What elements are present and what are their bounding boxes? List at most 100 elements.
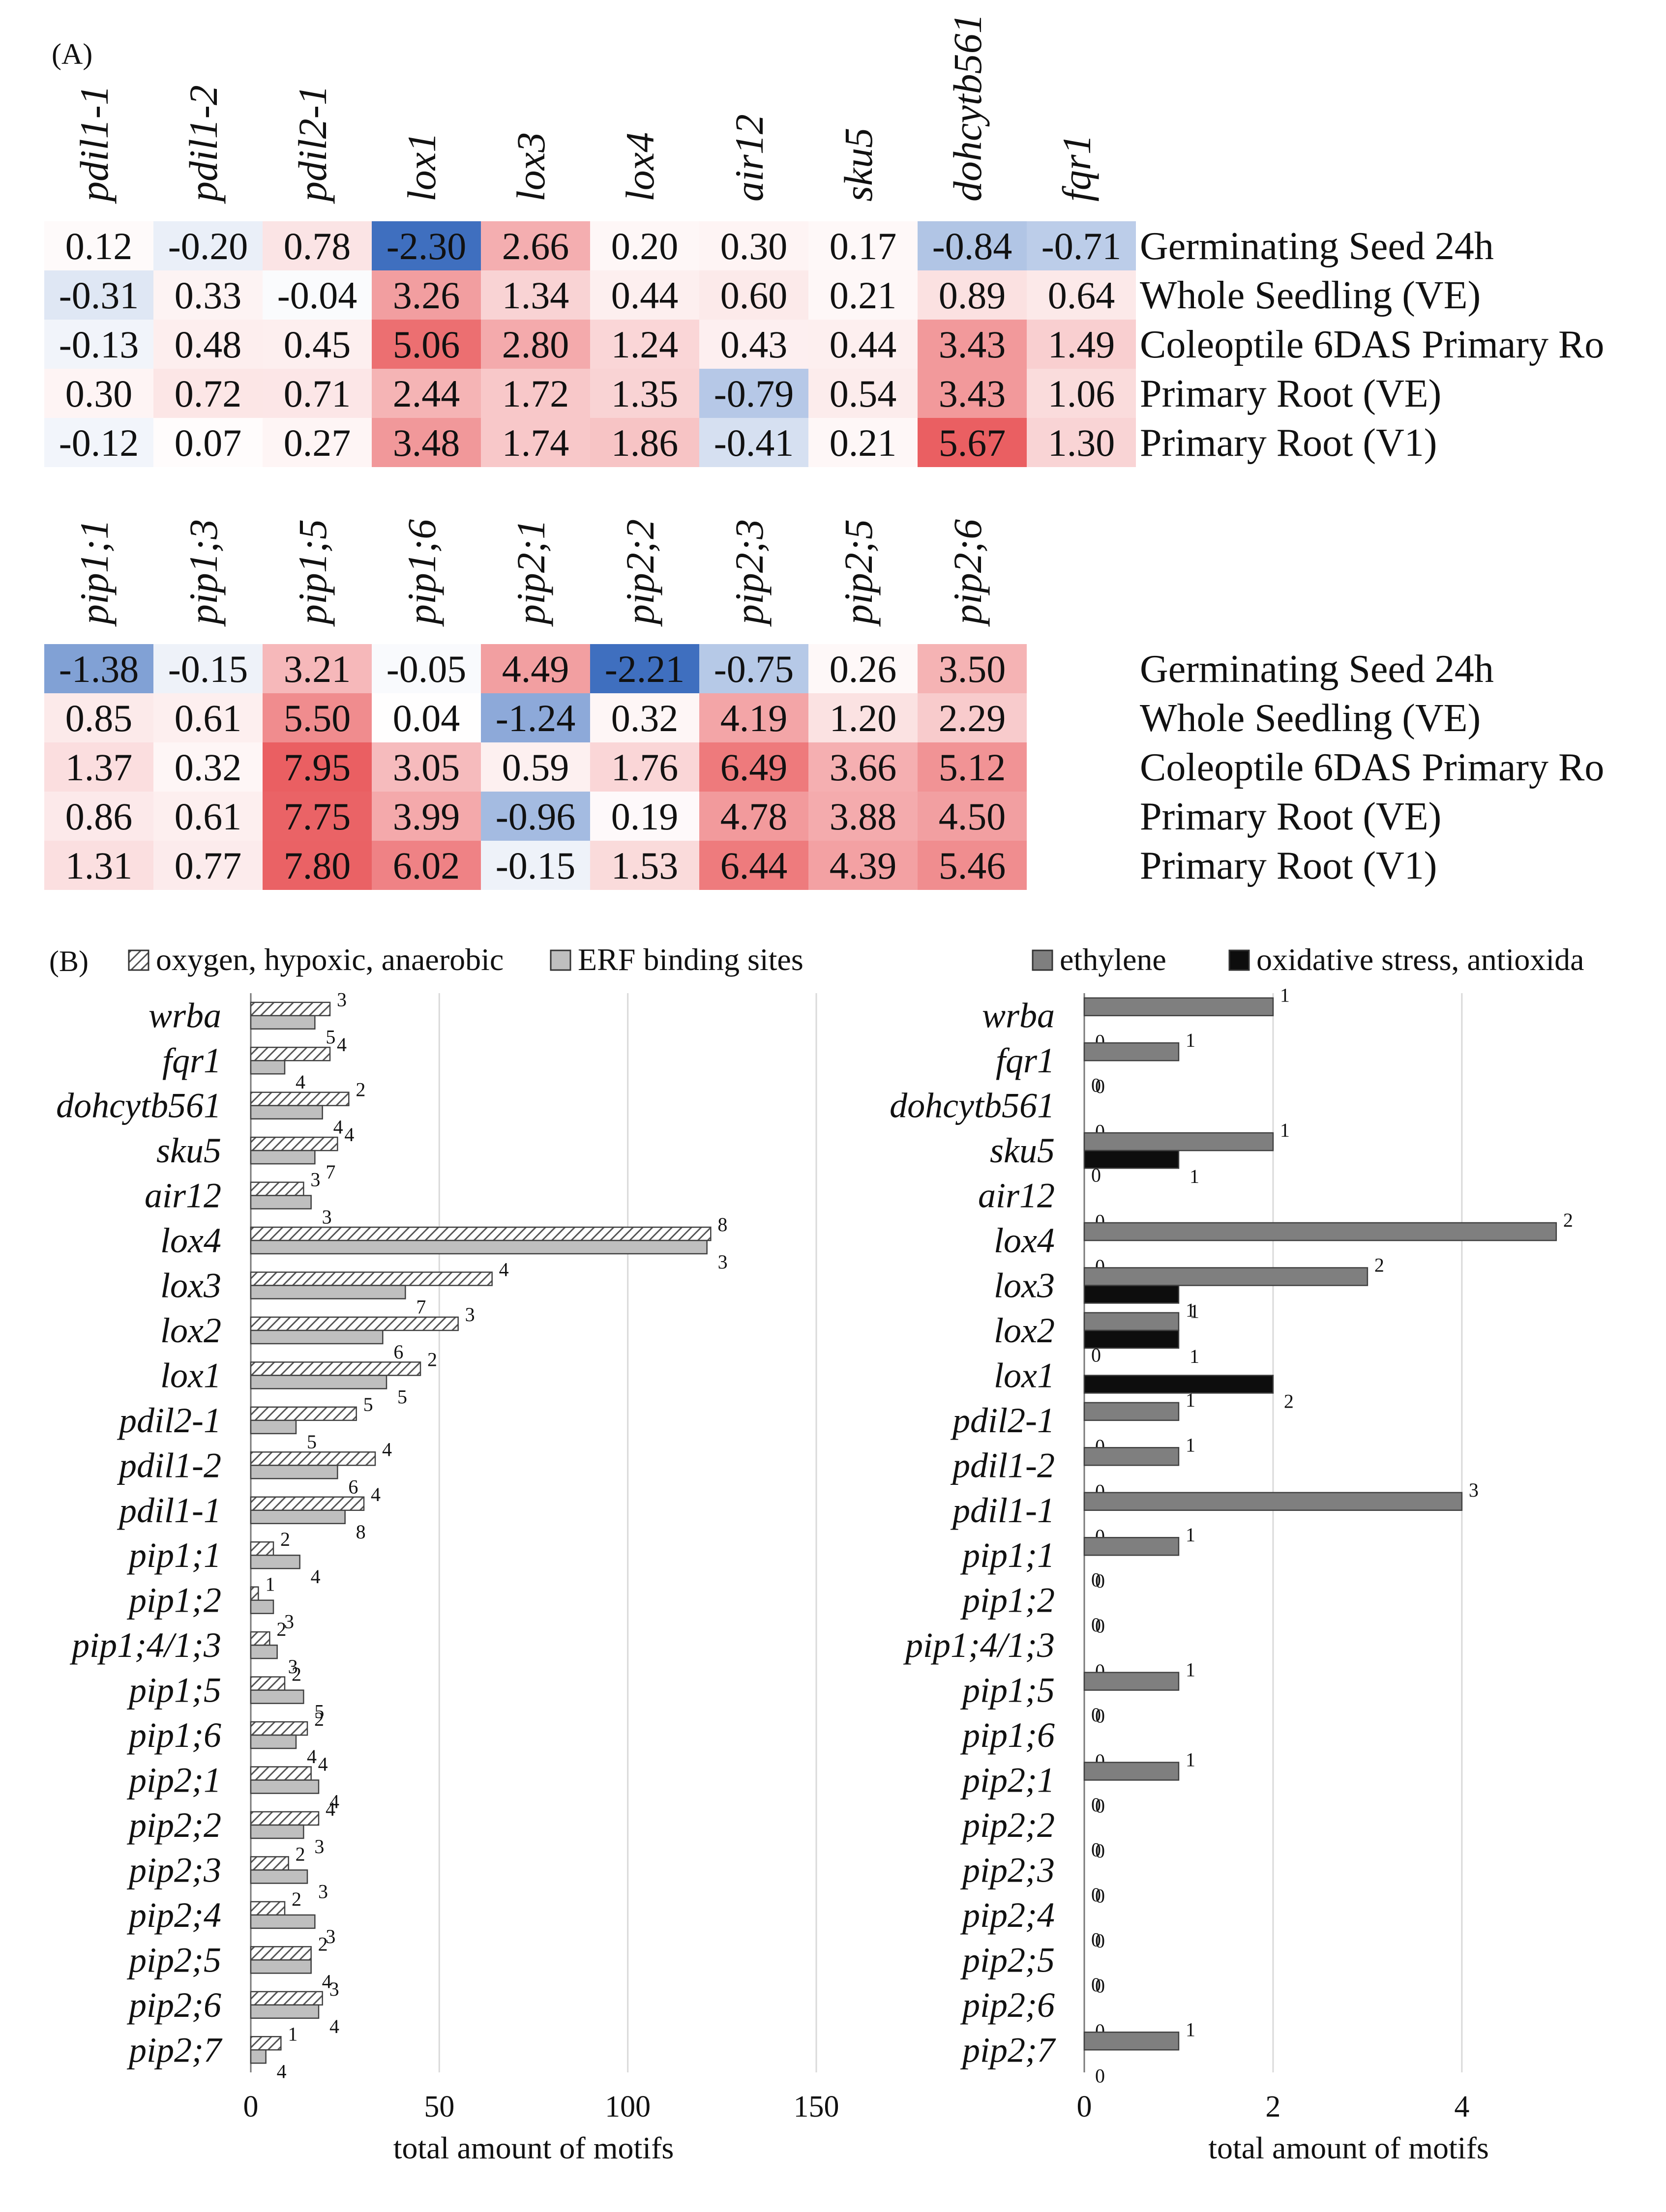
heatmap-cell	[263, 270, 372, 320]
bar-data-label: 0	[1095, 1795, 1105, 1817]
heatmap-cell-value: 0.17	[830, 225, 897, 267]
heatmap-cell	[808, 320, 918, 369]
bar-ethylene	[1083, 1222, 1557, 1241]
column-header-air12: air12	[727, 114, 772, 202]
bar-data-label: 4	[307, 1745, 317, 1768]
heatmap-cell	[808, 841, 918, 890]
heatmap-cell-value: 3.21	[284, 648, 351, 690]
bar-data-label: 2	[292, 1888, 301, 1910]
bar-data-label: 0	[1091, 1884, 1101, 1906]
heatmap-cell	[699, 270, 808, 320]
heatmap-cell	[263, 369, 372, 418]
bar-data-label: 4	[329, 1791, 339, 1813]
column-header-pdil1-1: pdil1-1	[72, 85, 117, 204]
heatmap-cell-value: 4.39	[830, 844, 897, 887]
heatmap-cell-value: 7.75	[284, 795, 351, 838]
heatmap-cell-value: 0.30	[65, 372, 133, 415]
bar-erf-binding-sites	[250, 1914, 316, 1929]
column-header-pip1-3: pip1;3	[181, 519, 226, 627]
bar-data-label: 0	[1091, 1164, 1101, 1186]
heatmap-cell-value: 3.43	[939, 323, 1006, 366]
heatmap-cell	[918, 841, 1027, 890]
heatmap-cell-value: -1.38	[59, 648, 139, 690]
bar-oxygen-hypoxic-anaerobic	[250, 1811, 320, 1826]
heatmap-cell-value: -0.71	[1041, 225, 1121, 267]
bar-data-label: 4	[382, 1438, 392, 1460]
heatmap-cell	[699, 742, 808, 792]
category-label-pip2-7: pip2;7	[126, 2030, 223, 2069]
heatmap-cell-value: -0.12	[59, 421, 139, 464]
heatmap-cell-value: 3.50	[939, 648, 1006, 690]
heatmap-cell-value: -1.24	[496, 697, 575, 739]
heatmap-cell	[263, 221, 372, 270]
bar-data-label: 4	[329, 2015, 339, 2037]
heatmap-cell-value: 0.54	[830, 372, 897, 415]
heatmap-cell	[481, 221, 590, 270]
heatmap-cell-value: -0.84	[932, 225, 1012, 267]
bar-data-label: 3	[1469, 1479, 1479, 1501]
category-label-pip1-1: pip1;1	[126, 1535, 221, 1575]
bar-data-label: 1	[1190, 1300, 1199, 1322]
bar-erf-binding-sites	[250, 2004, 320, 2019]
heatmap-cell	[481, 742, 590, 792]
heatmap-cell-value: 0.26	[830, 648, 897, 690]
bar-data-label: 1	[1186, 1524, 1195, 1546]
bar-data-label: 5	[363, 1393, 373, 1416]
category-label-fqr1: fqr1	[162, 1041, 221, 1080]
bar-data-label: 2	[292, 1663, 301, 1685]
bar-data-label: 8	[356, 1521, 366, 1543]
heatmap-cell	[44, 221, 153, 270]
bar-erf-binding-sites	[250, 1105, 323, 1120]
bar-oxygen-hypoxic-anaerobic	[250, 1002, 331, 1016]
bar-data-label: 4	[322, 1970, 332, 1992]
category-label-pip1-4-1-3: pip1;4/1;3	[69, 1625, 221, 1665]
heatmap-cell-value: 0.89	[939, 274, 1006, 317]
column-header-lox4: lox4	[618, 132, 662, 202]
heatmap-cell-value: 4.49	[502, 648, 569, 690]
bar-data-label: 2	[318, 1933, 328, 1955]
category-label-pip2-4: pip2;4	[126, 1895, 221, 1935]
bar-data-label: 4	[326, 1798, 335, 1820]
heatmap-aquaporins: pip1;1 pip1;3 pip1;5 pip1;6 pip2;1 pip2;2 pip2…	[44, 519, 1604, 890]
bar-data-label: 0	[1095, 1615, 1105, 1637]
x-tick-label: 4	[1454, 2090, 1469, 2124]
heatmap-cell	[153, 693, 263, 742]
category-label-pip2-6: pip2;6	[126, 1985, 221, 2025]
x-tick-label: 2	[1265, 2090, 1280, 2124]
category-label-lox2: lox2	[160, 1311, 221, 1350]
heatmap-cell	[481, 792, 590, 841]
row-label: Coleoptile 6DAS Primary Ro	[1140, 323, 1604, 366]
heatmap-cell	[372, 320, 481, 369]
bar-ethylene	[1083, 1402, 1180, 1421]
heatmap-cell-value: 0.32	[175, 746, 242, 789]
row-label: Primary Root (V1)	[1140, 421, 1437, 465]
category-label-lox1: lox1	[160, 1356, 221, 1395]
heatmap-cell-value: -2.30	[387, 225, 466, 267]
heatmap-cell	[44, 369, 153, 418]
bar-data-label: 1	[1190, 1345, 1199, 1367]
heatmap-cell	[699, 792, 808, 841]
category-label-pdil1-1: pdil1-1	[117, 1491, 221, 1530]
heatmap-cell-value: 7.80	[284, 844, 351, 887]
heatmap-cell	[699, 221, 808, 270]
heatmap-cell	[481, 693, 590, 742]
bar-ethylene	[1083, 1536, 1180, 1556]
heatmap-cell	[372, 221, 481, 270]
heatmap-cell-value: 0.71	[284, 372, 351, 415]
bar-data-label: 0	[1091, 1928, 1101, 1950]
heatmap-cell	[44, 644, 153, 693]
heatmap-cell	[153, 792, 263, 841]
heatmap-cell	[372, 270, 481, 320]
heatmap-cell-value: 0.27	[284, 421, 351, 464]
bar-oxidative-stress-antioxida	[1083, 1375, 1274, 1394]
heatmap-cell	[263, 693, 372, 742]
bar-oxygen-hypoxic-anaerobic	[250, 1946, 312, 1961]
bar-erf-binding-sites	[250, 1779, 320, 1794]
bar-data-label: 3	[465, 1303, 475, 1326]
heatmap-cell-value: 0.59	[502, 746, 569, 789]
column-header-sku5: sku5	[836, 128, 881, 202]
heatmap-cell	[481, 644, 590, 693]
heatmap-cell-value: 1.49	[1048, 323, 1115, 366]
heatmap-cell	[699, 644, 808, 693]
heatmap-cell-value: 0.48	[175, 323, 242, 366]
